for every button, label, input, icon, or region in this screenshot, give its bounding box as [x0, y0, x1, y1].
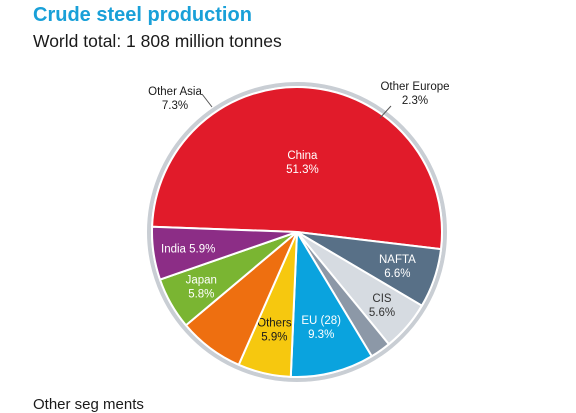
slice-label-other-europe: Other Europe 2.3% — [380, 81, 449, 107]
slice-label-others: Others 5.9% — [257, 317, 292, 343]
slice-label-nafta: NAFTA 6.6% — [379, 254, 416, 280]
slice-label-other-asia: Other Asia 7.3% — [148, 86, 202, 112]
slice-label-cis: CIS 5.6% — [369, 293, 395, 319]
chart-subtitle: World total: 1 808 million tonnes — [33, 31, 282, 51]
pie-slice-eu-28 — [289, 231, 373, 378]
slice-label-india: India 5.9% — [161, 243, 215, 255]
slice-label-japan: Japan 5.8% — [186, 274, 217, 300]
pie-outer-ring — [147, 82, 447, 382]
slice-label-china: China 51.3% — [286, 150, 319, 176]
pie-slice-india — [151, 225, 298, 281]
bottom-caption: Other seg ments — [33, 396, 144, 413]
pie-slice-china — [151, 86, 443, 251]
chart-title: Crude steel production — [33, 4, 252, 26]
leader-line-other-europe — [379, 105, 392, 119]
slice-label-eu-28: EU (28) 9.3% — [301, 315, 341, 341]
leader-line-other-asia — [201, 93, 213, 108]
